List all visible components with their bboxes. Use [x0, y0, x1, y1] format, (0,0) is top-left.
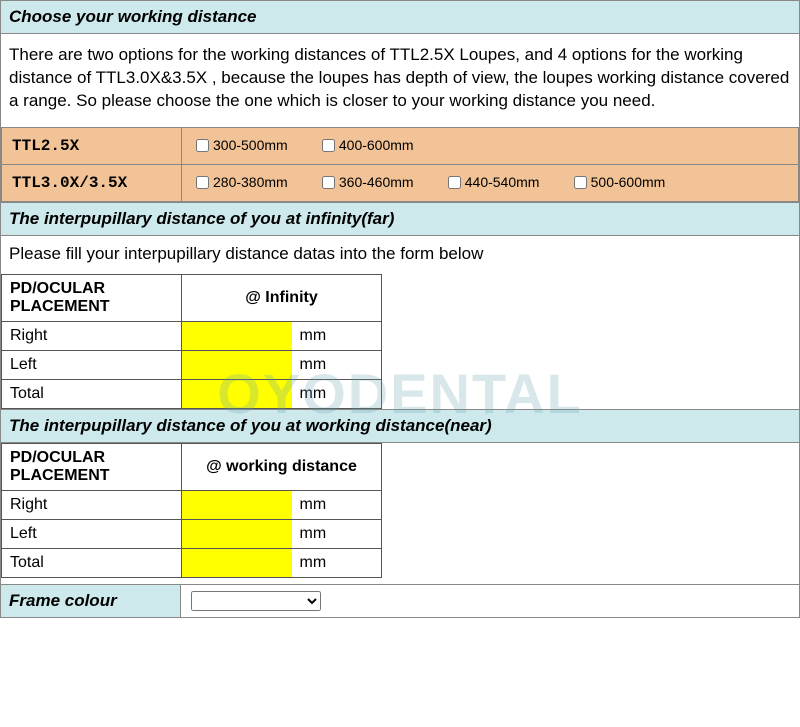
checkbox-option[interactable]: 300-500mm	[192, 136, 288, 155]
checkbox-label: 360-460mm	[339, 174, 414, 190]
pd-left-infinity-input[interactable]	[186, 355, 288, 374]
pd-unit: mm	[292, 519, 382, 548]
pd-unit: mm	[292, 350, 382, 379]
checkbox-option[interactable]: 440-540mm	[444, 173, 540, 192]
pd-input-cell	[182, 321, 292, 350]
pd-input-cell	[182, 379, 292, 408]
pd-unit: mm	[292, 490, 382, 519]
pd-row-label: Total	[2, 548, 182, 577]
pd-input-cell	[182, 548, 292, 577]
pd-input-cell	[182, 350, 292, 379]
checkbox-option[interactable]: 280-380mm	[192, 173, 288, 192]
pd-row-label: Right	[2, 321, 182, 350]
pd-row-label: Left	[2, 350, 182, 379]
pd-infinity-instruction: Please fill your interpupillary distance…	[1, 236, 799, 274]
pd-right-infinity-input[interactable]	[186, 326, 288, 345]
option-row-ttl25x: TTL2.5X 300-500mm 400-600mm	[2, 127, 799, 164]
section-header-working-distance: Choose your working distance	[1, 1, 799, 34]
working-distance-description: There are two options for the working di…	[1, 34, 799, 127]
pd-table-header-col2: @ working distance	[182, 443, 382, 490]
frame-colour-label: Frame colour	[1, 585, 181, 617]
pd-row-label: Left	[2, 519, 182, 548]
pd-row-total: Total mm	[2, 548, 382, 577]
checkbox-label: 440-540mm	[465, 174, 540, 190]
checkbox-option[interactable]: 400-600mm	[318, 136, 414, 155]
pd-table-header-col1: PD/OCULAR PLACEMENT	[2, 443, 182, 490]
checkbox-label: 280-380mm	[213, 174, 288, 190]
frame-colour-select-cell	[181, 587, 799, 615]
pd-unit: mm	[292, 321, 382, 350]
checkbox-input[interactable]	[196, 139, 209, 152]
working-distance-options-table: TTL2.5X 300-500mm 400-600mm TTL3.0X/3.5X…	[1, 127, 799, 202]
checkbox-input[interactable]	[322, 176, 335, 189]
checkbox-label: 300-500mm	[213, 137, 288, 153]
frame-colour-select[interactable]	[191, 591, 321, 611]
checkbox-input[interactable]	[574, 176, 587, 189]
form-container: OYODENTAL Choose your working distance T…	[0, 0, 800, 618]
pd-total-working-input[interactable]	[186, 553, 288, 572]
option-row-label: TTL2.5X	[2, 127, 182, 164]
option-row-choices: 300-500mm 400-600mm	[182, 127, 799, 164]
pd-unit: mm	[292, 548, 382, 577]
checkbox-input[interactable]	[322, 139, 335, 152]
checkbox-option[interactable]: 360-460mm	[318, 173, 414, 192]
pd-row-left: Left mm	[2, 519, 382, 548]
pd-working-table: PD/OCULAR PLACEMENT @ working distance R…	[1, 443, 382, 578]
pd-input-cell	[182, 490, 292, 519]
pd-total-infinity-input[interactable]	[186, 384, 288, 403]
pd-right-working-input[interactable]	[186, 495, 288, 514]
checkbox-option[interactable]: 500-600mm	[570, 173, 666, 192]
option-row-label: TTL3.0X/3.5X	[2, 164, 182, 201]
option-row-ttl30x: TTL3.0X/3.5X 280-380mm 360-460mm 440-540…	[2, 164, 799, 201]
pd-left-working-input[interactable]	[186, 524, 288, 543]
pd-infinity-table: PD/OCULAR PLACEMENT @ Infinity Right mm …	[1, 274, 382, 409]
checkbox-label: 500-600mm	[591, 174, 666, 190]
section-header-pd-working: The interpupillary distance of you at wo…	[1, 409, 799, 443]
pd-row-label: Total	[2, 379, 182, 408]
pd-table-header-col1: PD/OCULAR PLACEMENT	[2, 274, 182, 321]
pd-table-header-col2: @ Infinity	[182, 274, 382, 321]
frame-colour-row: Frame colour	[1, 584, 799, 617]
option-row-choices: 280-380mm 360-460mm 440-540mm 500-600mm	[182, 164, 799, 201]
pd-row-total: Total mm	[2, 379, 382, 408]
pd-input-cell	[182, 519, 292, 548]
checkbox-input[interactable]	[448, 176, 461, 189]
pd-row-label: Right	[2, 490, 182, 519]
section-header-pd-infinity: The interpupillary distance of you at in…	[1, 202, 799, 236]
pd-row-left: Left mm	[2, 350, 382, 379]
checkbox-label: 400-600mm	[339, 137, 414, 153]
pd-row-right: Right mm	[2, 490, 382, 519]
checkbox-input[interactable]	[196, 176, 209, 189]
pd-row-right: Right mm	[2, 321, 382, 350]
pd-unit: mm	[292, 379, 382, 408]
